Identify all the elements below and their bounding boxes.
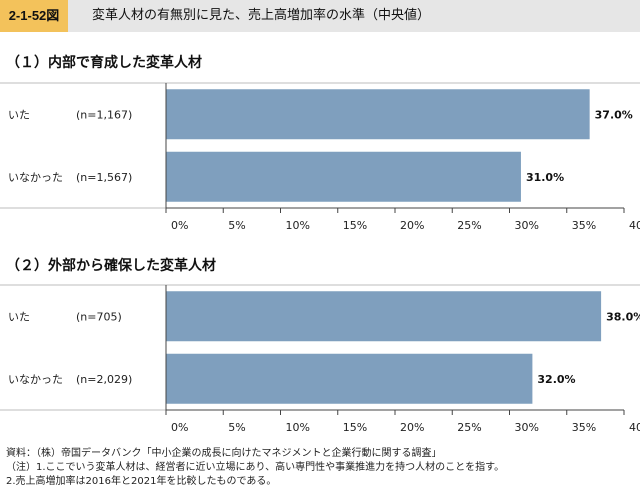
data-label: 31.0% [526,171,564,184]
x-tick-label: 10% [286,219,310,232]
category-label: いた [8,108,30,121]
sample-size-label: (n=705) [76,310,122,323]
x-tick-label: 30% [515,219,539,232]
category-label: いなかった [8,171,63,184]
chart1-title: （１）内部で育成した変革人材 [6,55,202,71]
x-tick-label: 5% [228,219,245,232]
note-2: 2.売上高増加率は2016年と2021年を比較したものである。 [6,476,277,487]
bar [166,151,521,202]
sample-size-label: (n=2,029) [76,373,132,386]
x-tick-label: 30% [515,421,539,434]
category-label: いた [8,310,30,323]
x-tick-label: 20% [400,421,424,434]
chart2-title: （２）外部から確保した変革人材 [6,258,216,274]
x-tick-label: 20% [400,219,424,232]
x-tick-label: 35% [572,421,596,434]
sample-size-label: (n=1,567) [76,171,132,184]
chart-internal-talent: いた (n=1,167) 37.0% いなかった (n=1,567) 31.0% 0% 5% 1… [0,82,640,232]
x-tick-label: 40% [629,219,640,232]
data-label: 38.0% [606,310,640,323]
bar [166,89,590,140]
data-label: 37.0% [595,108,633,121]
x-tick-label: 5% [228,421,245,434]
bar [166,353,533,404]
chart-external-talent: いた (n=705) 38.0% いなかった (n=2,029) 32.0% 0% 5% 10%… [0,284,640,434]
data-label: 32.0% [537,373,575,386]
source-note: 資料：（株）帝国データバンク「中小企業の成長に向けたマネジメントと企業行動に関す… [6,448,442,459]
note-1: （注）1.ここでいう変革人材は、経営者に近い立場にあり、高い専門性や事業推進力を… [6,462,505,473]
x-tick-label: 15% [343,421,367,434]
figure-id-badge: 2-1-52図 [0,0,68,32]
x-tick-label: 25% [457,219,481,232]
x-tick-label: 40% [629,421,640,434]
notes: 資料：（株）帝国データバンク「中小企業の成長に向けたマネジメントと企業行動に関す… [6,447,504,489]
x-tick-label: 35% [572,219,596,232]
figure-header: 2-1-52図 変革人材の有無別に見た、売上高増加率の水準（中央値） [0,0,640,32]
x-tick-label: 0% [171,219,188,232]
x-tick-label: 10% [286,421,310,434]
x-tick-label: 0% [171,421,188,434]
bar [166,291,602,342]
sample-size-label: (n=1,167) [76,108,132,121]
category-label: いなかった [8,373,63,386]
x-tick-label: 25% [457,421,481,434]
x-tick-label: 15% [343,219,367,232]
figure-title: 変革人材の有無別に見た、売上高増加率の水準（中央値） [92,8,431,23]
